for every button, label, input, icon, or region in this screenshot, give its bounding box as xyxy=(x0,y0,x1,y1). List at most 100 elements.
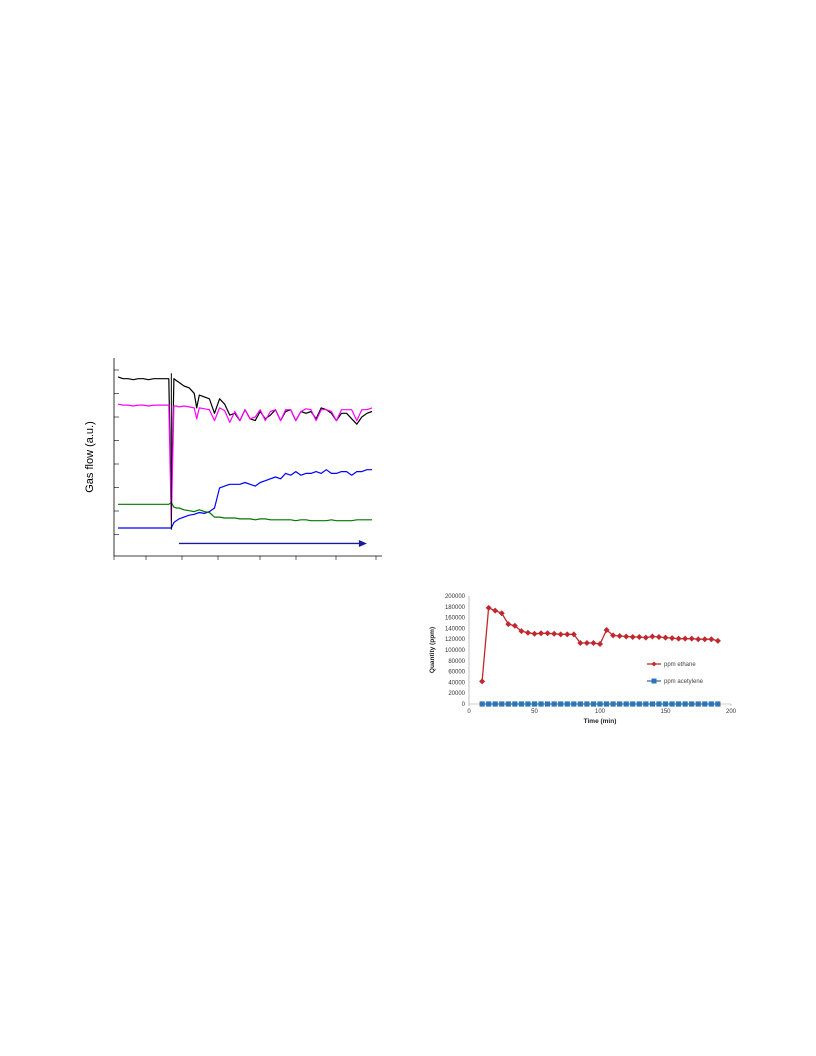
acetylene-point xyxy=(584,701,590,707)
acetylene-point xyxy=(662,701,669,707)
x-tick-label: 200 xyxy=(726,709,737,715)
ethane-point xyxy=(714,637,721,644)
y-axis-title: Quantity (ppm) xyxy=(429,627,436,673)
ethane-point xyxy=(570,631,577,638)
acetylene-point xyxy=(682,701,688,707)
ethane-point xyxy=(505,621,512,628)
legend-label-0: ppm ethane xyxy=(664,662,696,668)
acetylene-point xyxy=(676,701,682,707)
acetylene-point xyxy=(538,701,544,707)
acetylene-point xyxy=(545,701,551,707)
ethane-point xyxy=(616,632,623,639)
acetylene-point xyxy=(715,701,721,707)
ethane-point xyxy=(636,634,643,641)
series-line-2 xyxy=(118,469,372,529)
ethane-point xyxy=(538,630,545,637)
ethane-point xyxy=(551,630,558,637)
acetylene-point xyxy=(525,701,531,707)
acetylene-point xyxy=(695,701,701,707)
x-axis-title: Time (min) xyxy=(584,718,617,725)
ethane-point xyxy=(701,636,708,643)
ethane-point xyxy=(675,635,682,642)
time-arrow-head xyxy=(358,539,367,547)
acetylene-point xyxy=(486,701,492,707)
ethane-point xyxy=(629,634,636,641)
ethane-point xyxy=(669,635,676,642)
acetylene-point xyxy=(531,701,538,707)
y-tick-label: 200000 xyxy=(445,594,466,600)
ethane-point xyxy=(564,631,571,638)
acetylene-point xyxy=(623,701,629,707)
ethane-point xyxy=(544,630,551,637)
series-line-0 xyxy=(117,376,373,513)
acetylene-point xyxy=(479,701,485,707)
y-tick-label: 180000 xyxy=(445,605,466,611)
quantity-time-plot: 0 20000 40000 60000 80000 100000 120000 140000 1… xyxy=(429,594,737,725)
y-tick-label: 160000 xyxy=(445,616,466,622)
x-tick-label: 150 xyxy=(660,709,671,715)
acetylene-point xyxy=(610,701,616,707)
acetylene-point xyxy=(708,701,714,707)
y-tick-label: 20000 xyxy=(448,691,465,697)
ethane-point xyxy=(655,634,662,641)
acetylene-point xyxy=(689,701,695,707)
ethane-point xyxy=(610,632,617,639)
ethane-point xyxy=(583,639,590,646)
ethane-point xyxy=(518,628,525,635)
x-tick-label: 100 xyxy=(595,709,606,715)
acetylene-point xyxy=(636,701,642,707)
quantity-time-chart: 0 20000 40000 60000 80000 100000 120000 140000 1… xyxy=(425,588,745,733)
x-tick-label: 50 xyxy=(531,709,538,715)
legend-label-1: ppm acetylene xyxy=(664,679,704,685)
acetylene-point xyxy=(590,701,597,707)
y-tick-label: 80000 xyxy=(448,659,465,665)
acetylene-point xyxy=(499,701,505,707)
ethane-point xyxy=(623,633,630,640)
ethane-point xyxy=(590,639,597,646)
ethane-point xyxy=(557,631,564,638)
series-line-1 xyxy=(117,403,373,522)
acetylene-point xyxy=(577,701,583,707)
x-tick-label: 0 xyxy=(467,709,471,715)
ethane-point xyxy=(642,634,649,641)
acetylene-point xyxy=(603,701,610,707)
y-tick-label: 140000 xyxy=(445,626,466,632)
legend-marker-1 xyxy=(651,678,657,684)
y-tick-label: 0 xyxy=(462,702,466,708)
acetylene-point xyxy=(669,701,675,707)
acetylene-point xyxy=(551,701,557,707)
y-tick-label: 60000 xyxy=(448,670,465,676)
acetylene-point xyxy=(558,701,564,707)
ethane-point xyxy=(524,629,531,636)
ethane-point xyxy=(597,641,603,648)
acetylene-point xyxy=(617,701,623,707)
series-line-3 xyxy=(118,501,372,522)
ethane-point xyxy=(492,607,499,614)
ethane-point xyxy=(485,604,492,611)
acetylene-point xyxy=(656,701,662,707)
acetylene-point xyxy=(571,701,577,707)
gas-flow-plot: Gas flow (a.u.) xyxy=(84,358,382,560)
acetylene-point xyxy=(702,701,708,707)
acetylene-point xyxy=(492,701,498,707)
acetylene-point xyxy=(564,701,570,707)
legend-marker-0 xyxy=(651,661,657,667)
ethane-point xyxy=(708,636,715,643)
ethane-point xyxy=(498,610,505,617)
acetylene-point xyxy=(643,701,649,707)
acetylene-point xyxy=(518,701,524,707)
ethane-point xyxy=(531,630,538,637)
y-tick-label: 120000 xyxy=(445,637,466,643)
acetylene-point xyxy=(630,701,636,707)
ethane-point xyxy=(695,636,702,643)
gas-flow-chart: Gas flow (a.u.) xyxy=(80,350,390,570)
y-tick-label: 100000 xyxy=(445,648,466,654)
ethane-point xyxy=(603,627,610,634)
y-axis-title: Gas flow (a.u.) xyxy=(84,421,96,493)
ethane-point xyxy=(649,633,656,640)
ethane-point xyxy=(682,635,689,642)
acetylene-point xyxy=(597,701,603,707)
acetylene-point xyxy=(649,701,655,707)
acetylene-point xyxy=(505,701,511,707)
ethane-point xyxy=(662,634,669,641)
